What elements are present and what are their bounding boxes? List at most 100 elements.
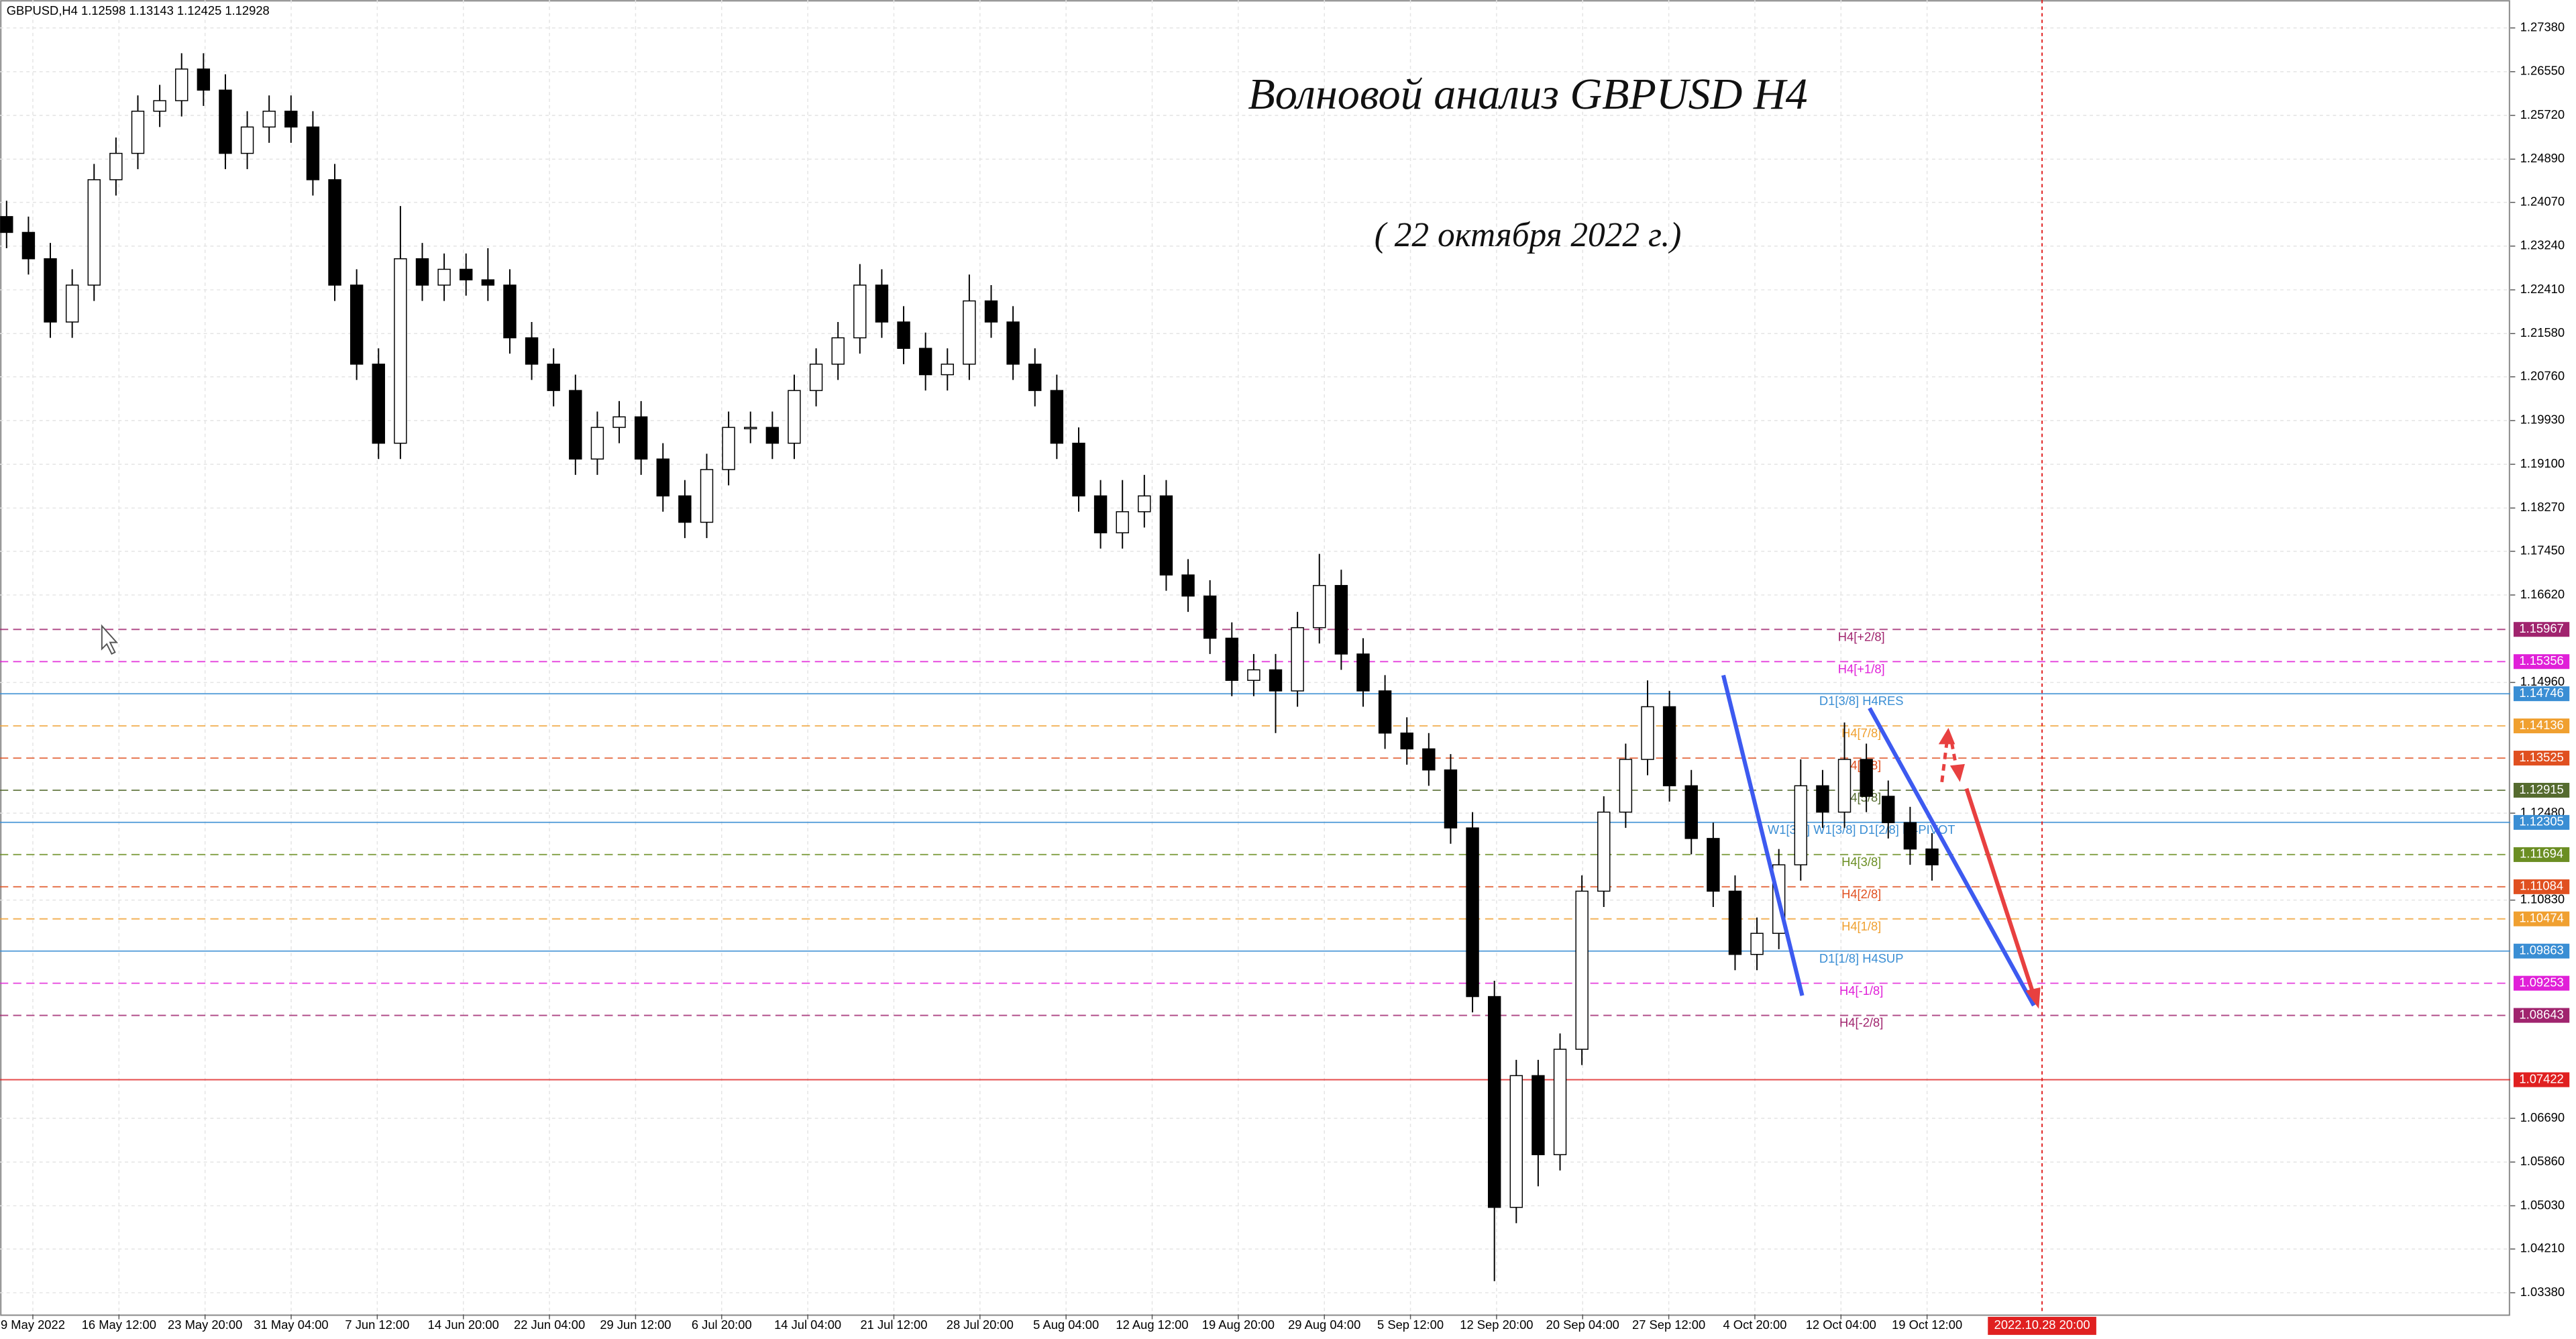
- candle-body: [481, 279, 495, 286]
- candle-body: [765, 427, 780, 444]
- arrow-head: [1949, 763, 1965, 782]
- candle-body: [1882, 796, 1895, 824]
- candle-body: [1291, 627, 1304, 692]
- level-value: 1.15967: [2519, 621, 2563, 635]
- candle-body: [1837, 759, 1851, 813]
- candle-body: [1050, 390, 1064, 444]
- candle-body: [437, 268, 451, 286]
- level-label: D1[3/8] H4RES: [1819, 694, 1904, 708]
- x-tick-label: 19 Oct 12:00: [1892, 1318, 1962, 1332]
- candle-body: [678, 495, 692, 523]
- candle-body: [1707, 838, 1720, 892]
- candle-body: [394, 258, 407, 444]
- candle-body: [1313, 585, 1326, 629]
- level-value-box: [2513, 654, 2570, 670]
- x-tick-label: 6 Jul 20:00: [692, 1318, 752, 1332]
- level-value: 1.13525: [2519, 750, 2563, 764]
- y-tick-label: 1.20760: [2520, 369, 2565, 383]
- level-value-box: [2513, 1072, 2570, 1087]
- candle-body: [634, 416, 648, 460]
- candle-body: [415, 258, 429, 286]
- candle-body: [0, 216, 13, 233]
- level-label: H4[1/8]: [1841, 919, 1881, 933]
- cursor-label-box: [1988, 1316, 2096, 1335]
- axes: 1.27380 1.26550 1.25720 1.24890 1.24070 1.232…: [1, 19, 2570, 1335]
- candle-body: [788, 390, 801, 444]
- level-value-box: [2513, 879, 2570, 894]
- forecast-drawings: [1721, 674, 2041, 1009]
- level-value-box: [2513, 782, 2570, 798]
- level-value-box: [2513, 622, 2570, 637]
- candle-body: [1422, 748, 1436, 771]
- candle-body: [306, 126, 320, 180]
- candle-body: [197, 68, 211, 91]
- candle-body: [109, 152, 123, 180]
- candle-body: [1575, 890, 1589, 1050]
- candle-body: [853, 284, 867, 339]
- candle-body: [897, 321, 910, 350]
- candle-body: [1860, 759, 1873, 797]
- candle-body: [1028, 364, 1042, 391]
- level-label: D1[1/8] H4SUP: [1819, 951, 1904, 965]
- y-tick-label: 1.27380: [2520, 19, 2565, 34]
- candle-body: [350, 284, 364, 365]
- candle-body: [1356, 653, 1370, 692]
- y-tick-label: 1.18270: [2520, 500, 2565, 514]
- candle-body: [1378, 690, 1392, 734]
- x-tick-label: 29 Aug 04:00: [1288, 1318, 1360, 1332]
- candle-body: [1444, 769, 1458, 828]
- candle-body: [1006, 321, 1020, 365]
- level-value: 1.10474: [2519, 911, 2563, 925]
- wave-line: [1721, 674, 1805, 996]
- cursor-label: 2022.10.28 20:00: [1994, 1318, 2090, 1332]
- levels: H4[+2/8]H4[+1/8]D1[3/8] H4RESH4[7/8]H4[6…: [0, 629, 2511, 1081]
- y-tick-label: 1.19930: [2520, 413, 2565, 427]
- chart-subtitle: ( 22 октября 2022 г.): [1375, 216, 1682, 254]
- y-tick-label: 1.21580: [2520, 325, 2565, 339]
- x-tick-label: 12 Aug 12:00: [1116, 1318, 1188, 1332]
- x-tick-label: 28 Jul 20:00: [947, 1318, 1014, 1332]
- y-tick-label: 1.10830: [2520, 892, 2565, 906]
- candle-body: [21, 231, 36, 260]
- level-label: H4[3/8]: [1841, 855, 1881, 869]
- level-value-box: [2513, 1008, 2570, 1023]
- level-value-box: [2513, 943, 2570, 959]
- candle-body: [1684, 785, 1698, 839]
- candle-body: [1794, 785, 1808, 865]
- level-value-box: [2513, 751, 2570, 766]
- candle-body: [328, 179, 341, 286]
- candle-body: [87, 179, 101, 286]
- candle-body: [175, 68, 189, 101]
- level-value: 1.08643: [2519, 1007, 2563, 1021]
- candle-body: [918, 347, 932, 376]
- y-tick-label: 1.17450: [2520, 543, 2565, 557]
- level-value: 1.11084: [2520, 879, 2563, 893]
- level-value: 1.15356: [2519, 653, 2563, 667]
- candle-body: [240, 126, 254, 154]
- x-tick-label: 14 Jul 04:00: [774, 1318, 841, 1332]
- candle-body: [1816, 785, 1829, 813]
- candle-body: [1750, 932, 1764, 955]
- candle-body: [875, 284, 889, 323]
- y-tick-label: 1.19100: [2520, 456, 2565, 470]
- candles: [0, 53, 1939, 1281]
- candle-body: [1925, 848, 1939, 865]
- x-tick-label: 27 Sep 12:00: [1632, 1318, 1705, 1332]
- level-value: 1.09253: [2519, 975, 2563, 989]
- symbol-header: GBPUSD,H4 1.12598 1.13143 1.12425 1.1292…: [7, 3, 270, 17]
- candle-body: [262, 111, 276, 128]
- level-label: H4[2/8]: [1841, 887, 1881, 901]
- x-tick-label: 16 May 12:00: [82, 1318, 156, 1332]
- x-tick-label: 21 Jul 12:00: [860, 1318, 927, 1332]
- candle-body: [1553, 1049, 1567, 1155]
- y-tick-label: 1.26550: [2520, 64, 2565, 78]
- grid: [0, 0, 2511, 1315]
- x-tick-label: 31 May 04:00: [254, 1318, 328, 1332]
- candle-body: [700, 469, 714, 523]
- candle-body: [219, 89, 232, 154]
- arrow-head: [1938, 727, 1955, 745]
- y-tick-label: 1.22410: [2520, 282, 2565, 296]
